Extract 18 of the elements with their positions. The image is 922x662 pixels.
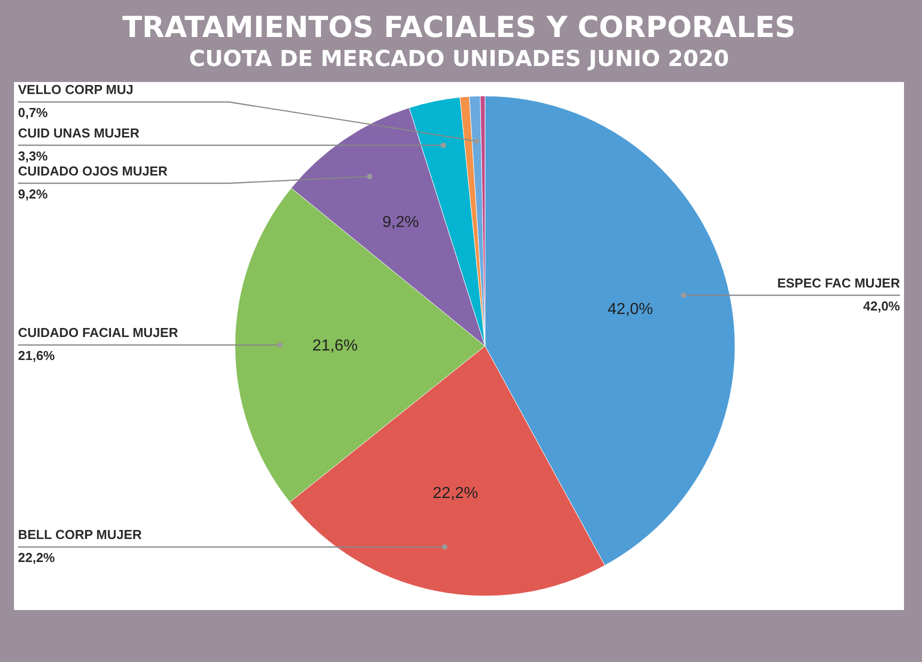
slice-label: CUIDADO FACIAL MUJER [18, 325, 179, 340]
text: 22,2% [18, 550, 55, 565]
data-label: 0,7% [18, 105, 48, 120]
data-label: 42,0% [608, 300, 654, 318]
slice-label: CUID UNAS MUJER [18, 125, 140, 140]
text: 42,0% [863, 298, 900, 314]
slice-label: ESPEC FAC MUJER [777, 275, 901, 290]
slice-label: BELL CORP MUJER [18, 526, 142, 542]
data-label: 9,2% [382, 214, 419, 231]
data-label: 22,2% [432, 485, 478, 502]
text: 9,2% [18, 186, 48, 202]
chart-title: TRATAMIENTOS FACIALES Y CORPORALES [122, 10, 796, 44]
slice-label: CUIDADO OJOS MUJER [18, 163, 168, 178]
chart-subtitle: CUOTA DE MERCADO UNIDADES JUNIO 2020 [188, 47, 730, 72]
text: 21,6% [18, 348, 55, 364]
data-label: 21,6% [312, 337, 358, 354]
data-label: 3,3% [18, 148, 48, 164]
slice-label: VELLO CORP MUJ [18, 82, 134, 97]
